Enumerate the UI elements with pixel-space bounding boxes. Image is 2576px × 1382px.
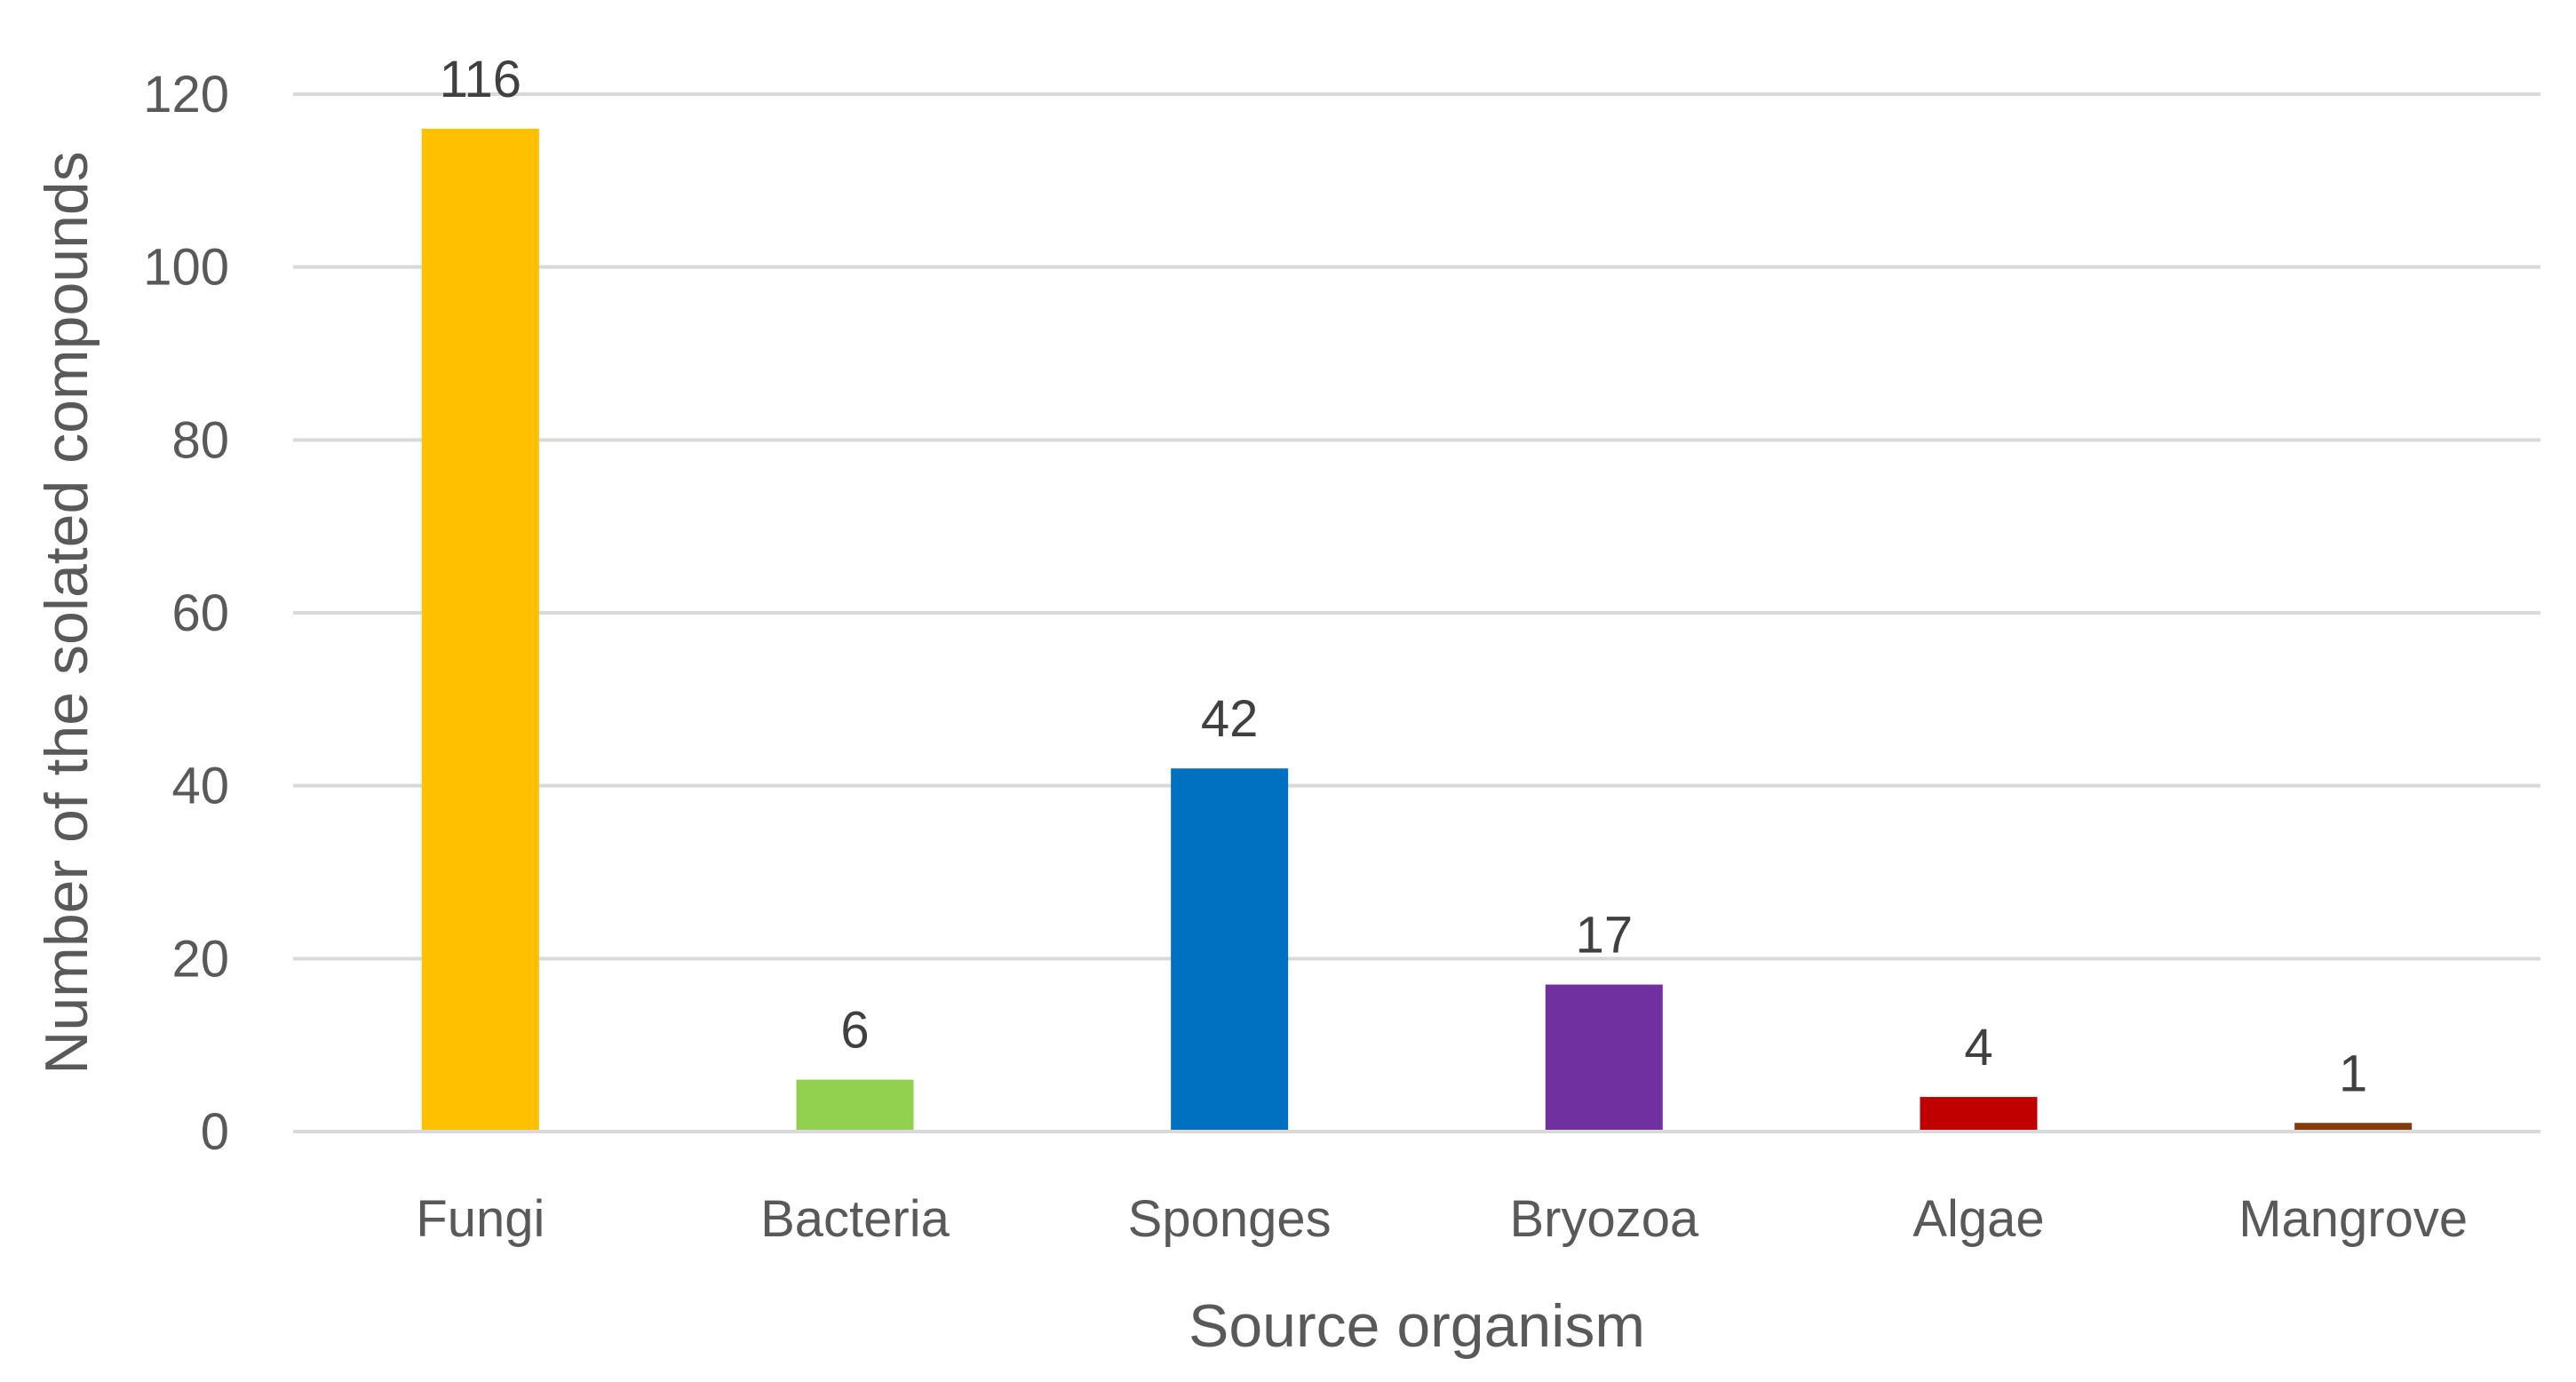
data-label-algae: 4 [1964,1019,1992,1076]
data-label-mangrove: 1 [2339,1044,2367,1102]
x-tick-label-bryozoa: Bryozoa [1509,1190,1699,1248]
bar-bacteria [796,1079,914,1130]
y-tick-label: 80 [171,411,229,469]
x-tick-label-fungi: Fungi [416,1190,545,1248]
bar-fungi [421,128,539,1130]
data-label-fungi: 116 [440,51,521,108]
x-tick-label-sponges: Sponges [1128,1190,1332,1248]
data-label-bacteria: 6 [840,1002,869,1060]
bar-bryozoa [1545,984,1663,1130]
x-tick-label-bacteria: Bacteria [760,1190,950,1248]
data-label-bryozoa: 17 [1576,907,1634,965]
bar-mangrove [2294,1123,2413,1130]
gridlines [293,92,2540,961]
y-axis-title: Number of the solated compounds [33,151,100,1075]
y-tick-label: 120 [143,66,229,123]
y-tick-label: 100 [143,239,229,297]
y-tick-label: 20 [171,930,229,988]
y-tick-label: 60 [171,584,229,642]
x-tick-label-algae: Algae [1912,1190,2044,1248]
bar-sponges [1171,768,1289,1130]
y-tick-label: 40 [171,758,229,815]
y-axis-ticks: 0 20 40 60 80 100 120 [143,66,229,1161]
x-axis-title: Source organism [1189,1292,1645,1360]
bars [421,128,2413,1130]
bar-algae [1920,1097,2038,1130]
data-labels: 116 6 42 17 4 1 [440,51,2368,1102]
x-axis-ticks: Fungi Bacteria Sponges Bryozoa Algae Mangrove [416,1190,2468,1248]
y-tick-label: 0 [201,1103,229,1161]
data-label-sponges: 42 [1201,690,1259,748]
x-tick-label-mangrove: Mangrove [2238,1190,2468,1248]
